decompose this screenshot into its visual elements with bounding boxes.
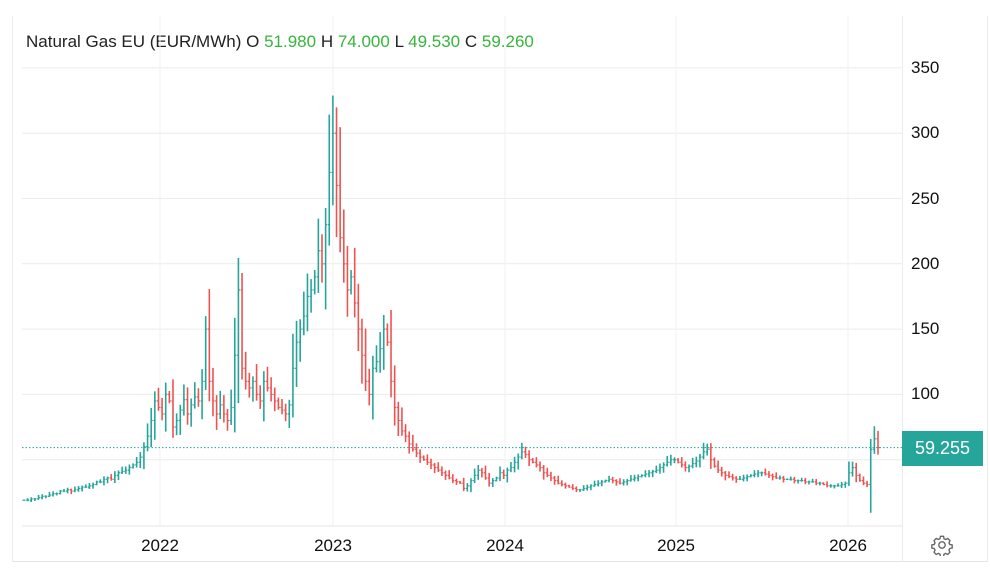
ohlc-legend: Natural Gas EU (EUR/MWh) O 51.980 H 74.0… (26, 32, 534, 52)
price-axis-label: 150 (911, 319, 940, 339)
time-axis-label: 2024 (486, 536, 524, 555)
price-axis-label: 100 (911, 384, 940, 404)
high-label: H (320, 32, 334, 51)
chart-frame (12, 16, 988, 562)
last-price-badge: 59.255 (902, 431, 983, 466)
open-value: 51.980 (264, 32, 317, 51)
time-axis-label: 2026 (829, 536, 867, 555)
instrument-name: Natural Gas EU (EUR/MWh) (26, 32, 242, 51)
time-axis-label: 2023 (314, 536, 352, 555)
price-axis-label: 200 (911, 253, 940, 273)
price-axis-label: 250 (911, 188, 940, 208)
price-axis-label: 300 (911, 123, 940, 143)
price-axis-label: 350 (911, 57, 940, 77)
time-axis-label: 2025 (657, 536, 695, 555)
close-label: C (464, 32, 478, 51)
open-label: O (246, 32, 260, 51)
high-value: 74.000 (337, 32, 390, 51)
time-axis-label: 2022 (141, 536, 179, 555)
low-value: 49.530 (408, 32, 461, 51)
low-label: L (394, 32, 404, 51)
price-axis-separator (902, 16, 903, 562)
gear-icon[interactable] (931, 534, 953, 556)
close-value: 59.260 (481, 32, 534, 51)
